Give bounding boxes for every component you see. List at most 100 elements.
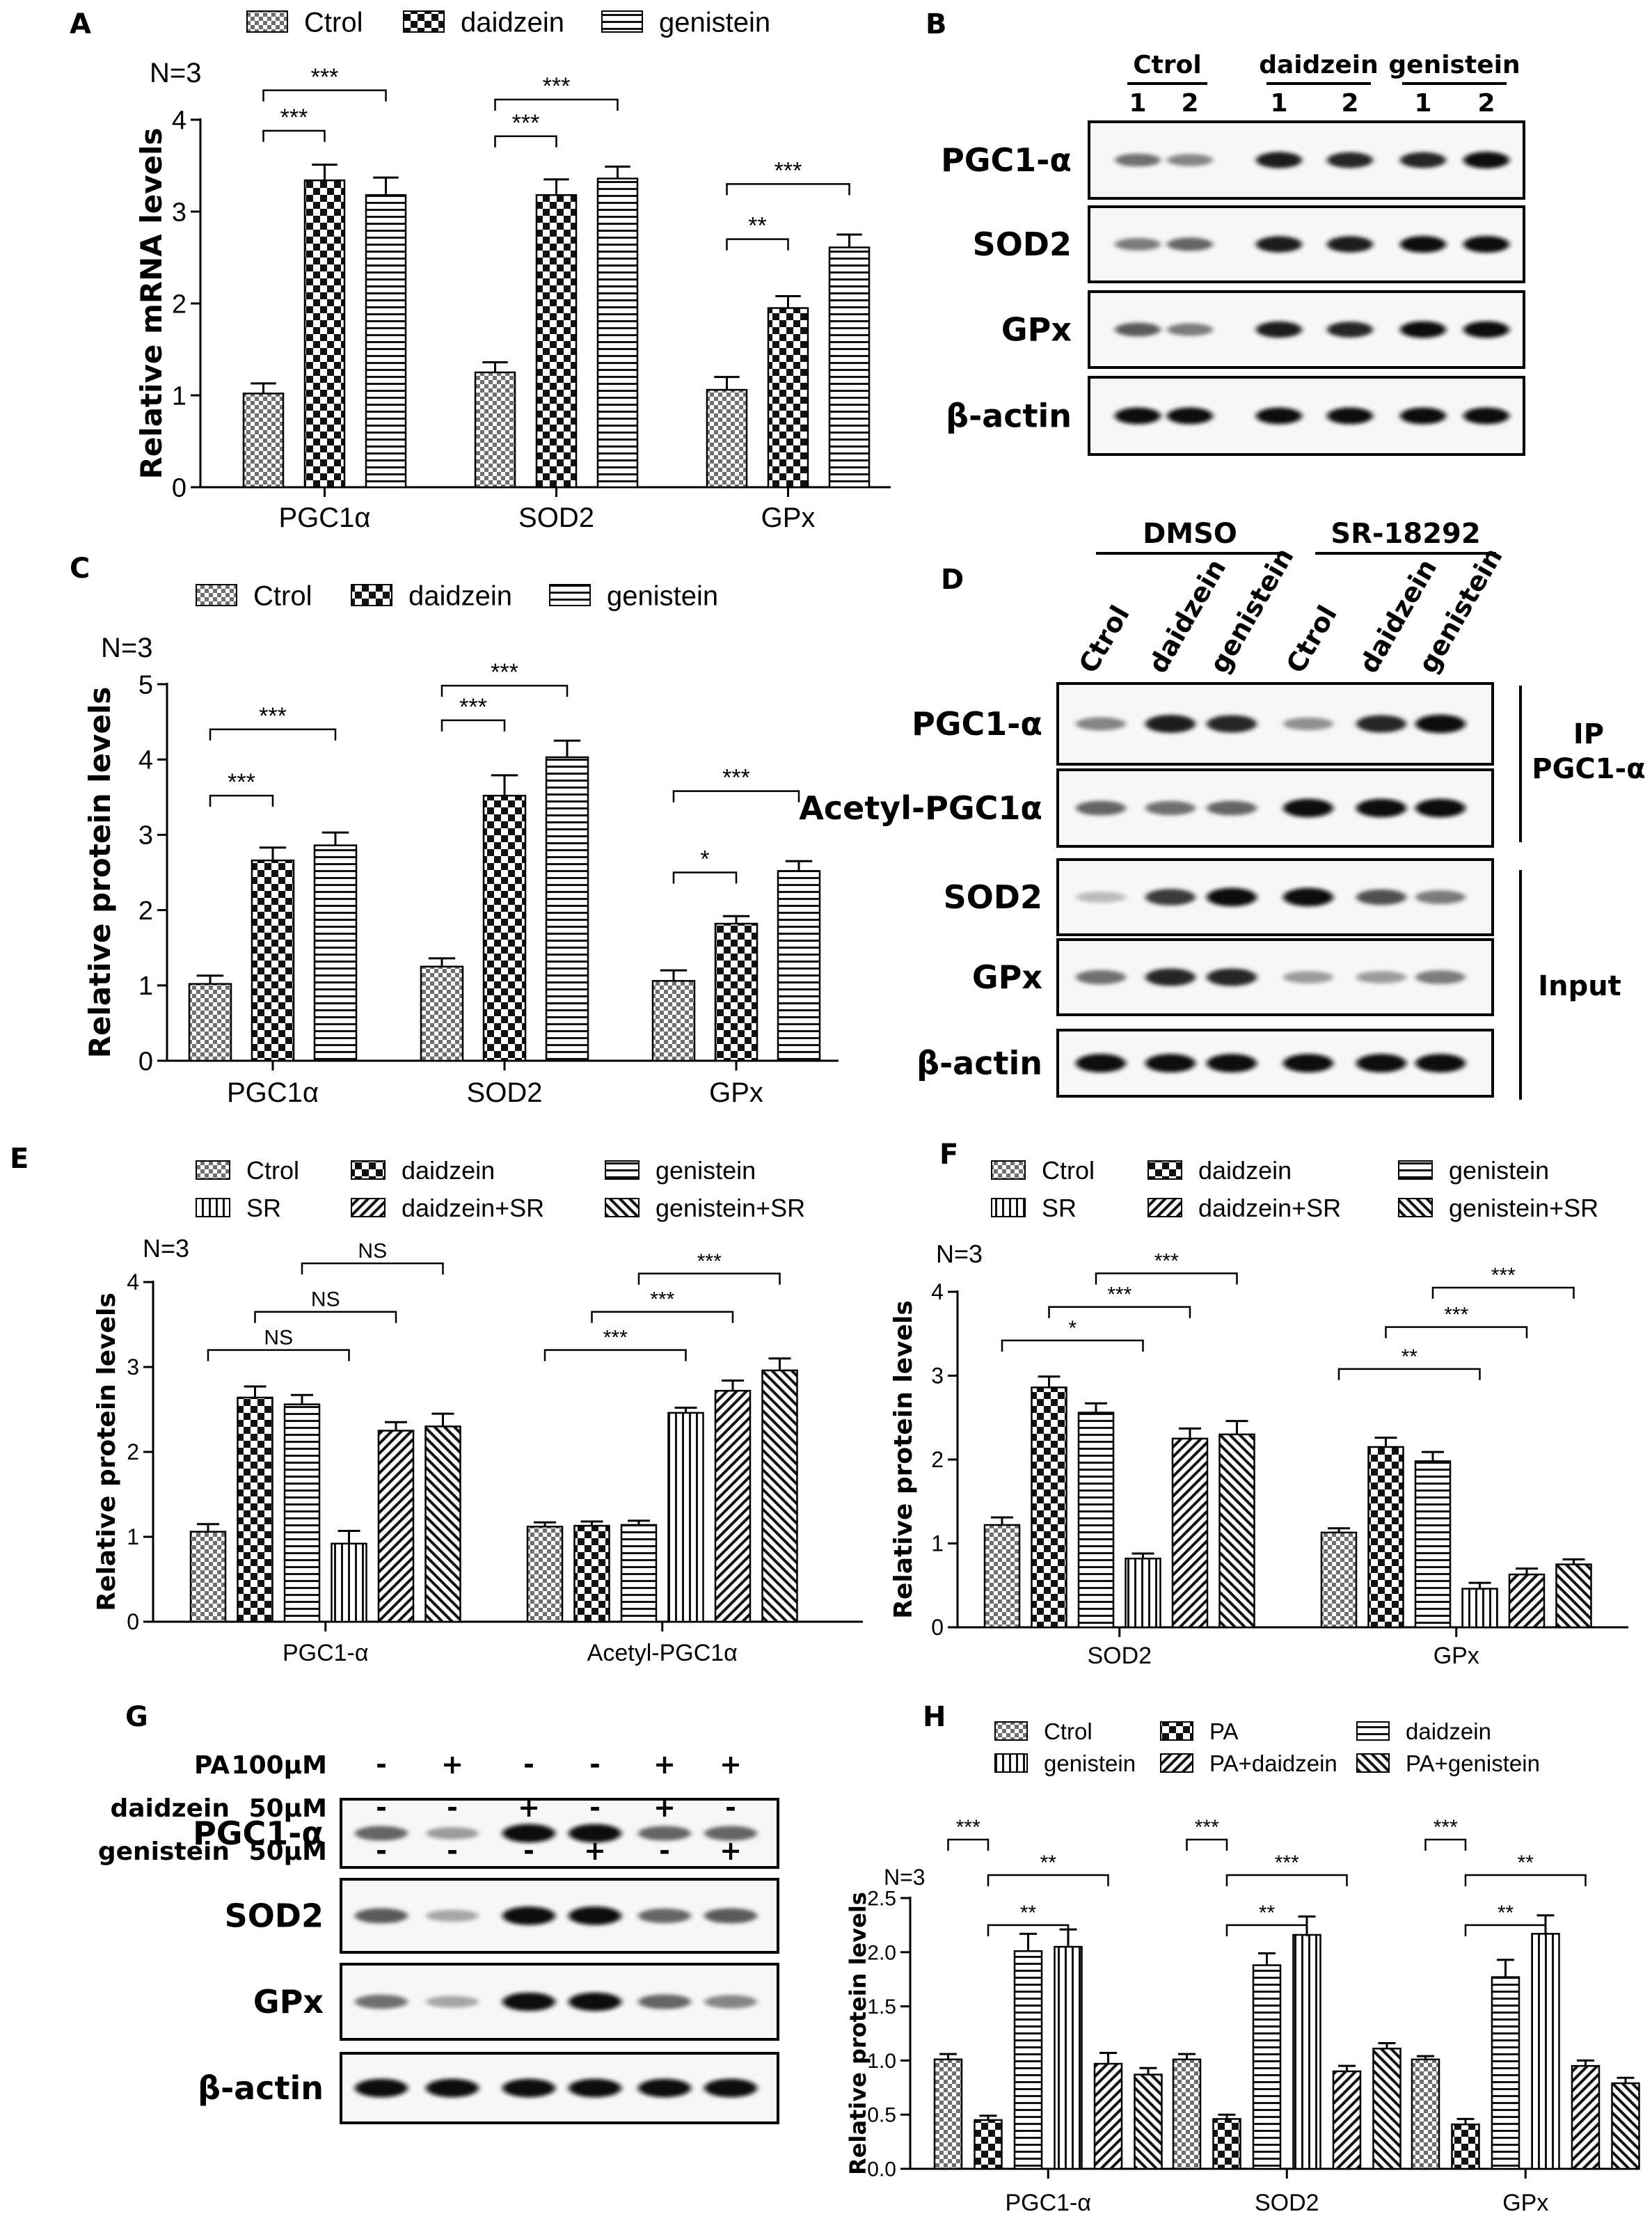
treatment-mark: - xyxy=(523,1749,534,1780)
bar-ctrol-pgc1 xyxy=(242,393,285,489)
band xyxy=(1356,971,1406,983)
significance-label: *** xyxy=(280,104,308,131)
band xyxy=(1115,322,1161,337)
band xyxy=(1283,1054,1333,1073)
significance-bracket xyxy=(987,1924,1070,1936)
significance-bracket xyxy=(262,89,387,102)
band xyxy=(1256,321,1302,338)
blot-panel-b: PGC1-α SOD2 GPx β-actin xyxy=(941,120,1525,456)
y-tick-label: 0.5 xyxy=(867,2104,896,2127)
bar-daidzein-sod2 xyxy=(1031,1386,1067,1629)
band xyxy=(1207,1054,1257,1073)
band xyxy=(502,1992,555,2011)
bar-daidzein-gpx xyxy=(1491,1976,1520,2170)
bar-daidzein-gpx xyxy=(767,307,809,489)
significance-bracket xyxy=(1431,1286,1575,1299)
bar-genistein-gpx xyxy=(1531,1933,1560,2170)
bar-pa-genistein-sod2 xyxy=(1372,2048,1401,2170)
y-tick-label: 4 xyxy=(138,746,153,775)
bar-sr-acetyl-pgc1 xyxy=(667,1412,704,1623)
band xyxy=(1256,407,1302,425)
band xyxy=(1076,970,1126,985)
treatment-mark: + xyxy=(720,1835,742,1866)
bar-daidzein-sr-acetyl-pgc1 xyxy=(714,1389,752,1623)
bar-ctrol-sod2 xyxy=(474,371,516,489)
bar-genistein-acetyl-pgc1 xyxy=(620,1524,658,1623)
y-tick-label: 1.5 xyxy=(867,1995,896,2018)
significance-bracket xyxy=(494,98,619,111)
blot-frame-actin xyxy=(1088,376,1525,456)
lane-number: 1 xyxy=(1129,89,1146,118)
band xyxy=(704,1826,757,1841)
bar-daidzein-pgc1 xyxy=(251,859,295,1062)
significance-label: *** xyxy=(1491,1264,1516,1287)
treatment-mark: + xyxy=(441,1749,463,1780)
bar-genistein-pgc1 xyxy=(313,844,358,1062)
bar-genistein-sod2 xyxy=(1077,1412,1115,1629)
blot-row-label-gpx: GPx xyxy=(972,958,1042,996)
legend-label-genistein-sr: genistein+SR xyxy=(1449,1194,1598,1222)
blot-row-label-actin: β-actin xyxy=(946,397,1072,435)
band xyxy=(1400,407,1446,425)
y-tick-label: 0.0 xyxy=(867,2158,896,2181)
legend-swatch-sr xyxy=(196,1198,230,1217)
y-tick-label: 1 xyxy=(127,1524,139,1549)
y-tick-label: 4 xyxy=(931,1279,944,1304)
y-tick-label: 3 xyxy=(127,1354,139,1380)
bar-daidzein-sr-sod2 xyxy=(1171,1437,1209,1629)
bar-genistein-sr-pgc1 xyxy=(424,1425,461,1623)
panel-letter-f: F xyxy=(939,1139,958,1171)
bar-daidzein-pgc1 xyxy=(303,179,346,489)
legend-label-pa: PA xyxy=(1209,1718,1239,1744)
band xyxy=(1415,890,1466,904)
legend-label-genistein-sr: genistein+SR xyxy=(656,1194,805,1222)
treatment-label-dmso: DMSO xyxy=(1143,518,1237,550)
group-label-ctrol: Ctrol xyxy=(1133,51,1201,79)
band xyxy=(1076,800,1126,816)
legend-label-genistein: genistein xyxy=(1044,1750,1136,1776)
legend-swatch-pa-daidzein xyxy=(1160,1753,1193,1773)
band xyxy=(704,1908,757,1924)
blot-row-label-pgc1: PGC1-α xyxy=(193,1815,324,1852)
legend-label-ctrol: Ctrol xyxy=(253,580,312,611)
significance-bracket xyxy=(591,1311,734,1323)
side-label-ip: IP xyxy=(1573,718,1604,750)
category-label-gpx: GPx xyxy=(1433,1643,1479,1669)
category-label-acetyl-pgc1: Acetyl-PGC1α xyxy=(587,1640,738,1666)
bar-pa-pgc1 xyxy=(974,2119,1003,2170)
blot-panel-g: PGC1-α SOD2 GPx β-actin xyxy=(193,1798,779,2124)
significance-label: *** xyxy=(543,73,571,100)
bar-ctrol-gpx xyxy=(1411,2058,1440,2170)
bar-genistein-pgc1 xyxy=(365,193,407,489)
blot-row-label-sod2: SOD2 xyxy=(944,878,1042,916)
significance-label: *** xyxy=(228,769,255,796)
band xyxy=(1463,236,1509,253)
band xyxy=(1115,153,1161,167)
y-tick-label: 4 xyxy=(172,106,186,135)
band xyxy=(1076,717,1126,731)
category-label-sod2: SOD2 xyxy=(1087,1643,1152,1669)
bar-daidzein-gpx xyxy=(1367,1446,1404,1629)
significance-bracket xyxy=(637,1272,781,1285)
bar-pa-daidzein-gpx xyxy=(1571,2064,1601,2170)
legend-swatch-daidzein xyxy=(1147,1160,1182,1180)
band xyxy=(569,1824,621,1843)
bar-ctrol-gpx xyxy=(706,388,748,489)
treatment-mark: - xyxy=(376,1835,387,1866)
legend-label-genistein: genistein xyxy=(1449,1156,1549,1185)
significance-bracket xyxy=(1225,1874,1348,1886)
significance-label: *** xyxy=(311,64,339,90)
band xyxy=(1207,715,1257,733)
treatment-mark: - xyxy=(589,1749,601,1780)
treatment-mark: + xyxy=(584,1835,606,1866)
legend-label-genistein: genistein xyxy=(607,580,718,611)
legend-swatch-genistein xyxy=(549,584,591,606)
bar-ctrol-sod2 xyxy=(420,965,464,1062)
side-label-ip-target: PGC1-α xyxy=(1532,753,1645,785)
bar-daidzein-gpx xyxy=(714,922,759,1062)
band xyxy=(704,2078,757,2098)
y-tick-label: 0 xyxy=(138,1047,153,1076)
